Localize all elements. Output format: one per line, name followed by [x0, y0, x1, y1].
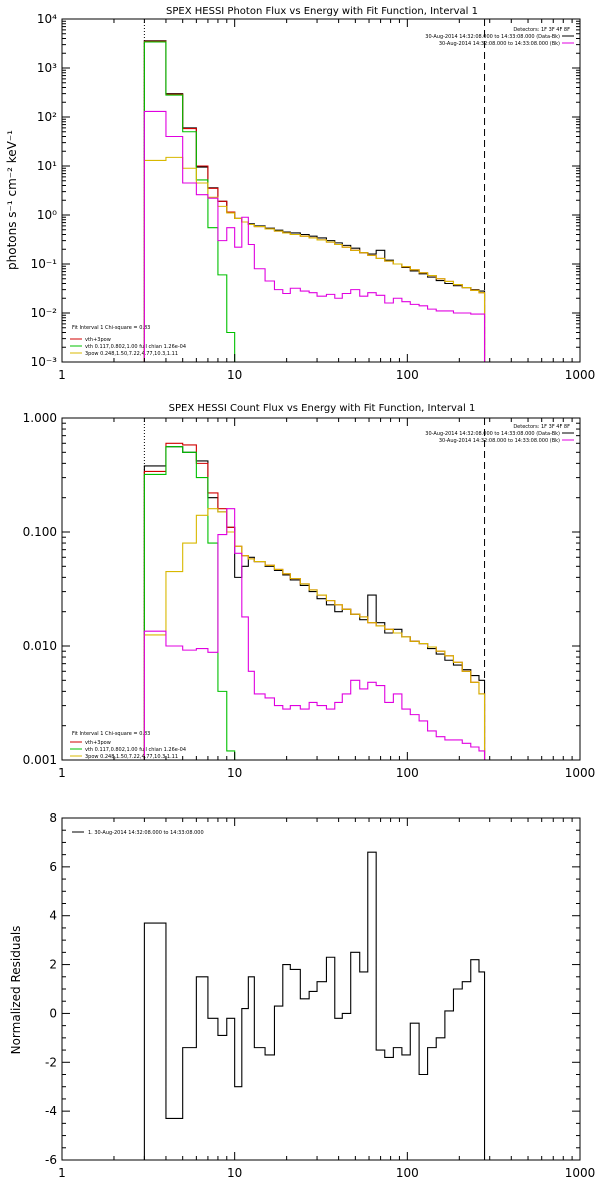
panel2-plot-area: [143, 418, 486, 760]
y-tick-label: -6: [45, 1153, 57, 1167]
y-tick-label: 10⁻²: [31, 306, 58, 320]
y-tick-label: 10¹: [37, 159, 57, 173]
x-tick-label: 10: [227, 368, 242, 382]
panel3-series: [143, 851, 486, 1160]
x-tick-label: 1000: [565, 1166, 596, 1180]
y-tick-label: 10⁻³: [31, 355, 58, 369]
panel1-legend-thermal: vth 0.117,0.802,1.00 full chian 1.26e-04: [85, 344, 186, 350]
y-tick-label: 10⁰: [37, 208, 57, 222]
panel2-legend-total: vth+3pow: [85, 740, 111, 746]
y-tick-label: 1.000: [23, 411, 57, 425]
panel3-plot-area: [143, 851, 486, 1160]
y-tick-label: -2: [45, 1055, 57, 1069]
panel2-series: [143, 418, 486, 760]
y-tick-label: 6: [49, 860, 57, 874]
panel2-header-2: 30-Aug-2014 14:32:08.000 to 14:33:08.000…: [439, 438, 560, 444]
y-tick-label: -4: [45, 1104, 57, 1118]
x-tick-label: 1000: [565, 368, 596, 382]
panel2-axes: 1 10 100 1000 0.001 0.010 0.100 1.000: [23, 411, 596, 780]
x-tick-label: 10: [227, 1166, 242, 1180]
panel1-ylabel: photons s⁻¹ cm⁻² keV⁻¹: [5, 130, 19, 270]
panel1-plot-area: [143, 19, 486, 362]
y-tick-label: 10³: [37, 61, 57, 75]
plot-frame: [61, 817, 581, 1161]
y-tick-label: 0.100: [23, 525, 57, 539]
panel1-header-0: Detectors: 1F 3F 4F 8F: [513, 27, 570, 33]
panel1-series: [143, 19, 486, 362]
x-tick-label: 1: [58, 368, 66, 382]
panel2-legend-title: Fit Interval 1 Chi-square = 0.83: [72, 731, 150, 737]
panel2-legend-powerlaw: 3pow 0.248,1.50,7.22,4.77,10.3,1.11: [85, 754, 178, 760]
count-flux-panel: SPEX HESSI Count Flux vs Energy with Fit…: [23, 403, 596, 780]
x-tick-label: 1: [58, 766, 66, 780]
panel3-axes: 1 10 100 1000 -6 -4 -2 0 2 4 6 8: [45, 811, 595, 1180]
panel1-header-2: 30-Aug-2014 14:32:08.000 to 14:33:08.000…: [439, 41, 560, 47]
y-tick-label: 10⁴: [37, 12, 57, 26]
panel1-axes: 1 10 100 1000 10⁻³ 10⁻² 10⁻¹ 10⁰ 10¹ 10² 10³ 10⁴: [31, 12, 596, 382]
series-power-law: [143, 156, 486, 362]
series-data: [143, 40, 486, 362]
photon-flux-panel: SPEX HESSI Photon Flux vs Energy with Fi…: [5, 6, 595, 382]
x-tick-label: 1: [58, 1166, 66, 1180]
x-tick-label: 100: [396, 368, 419, 382]
plot-frame: [61, 417, 581, 761]
panel2-header-0: Detectors: 1F 3F 4F 8F: [513, 424, 570, 430]
panel1-header-1: 30-Aug-2014 14:32:08.000 to 14:33:08.000…: [425, 34, 560, 40]
x-tick-label: 100: [396, 1166, 419, 1180]
y-tick-label: 10⁻¹: [31, 257, 58, 271]
series-background: [143, 508, 486, 760]
panel1-title: SPEX HESSI Photon Flux vs Energy with Fi…: [166, 6, 478, 17]
panel1-legend-powerlaw: 3pow 0.248,1.50,7.22,4.77,10.3,1.11: [85, 351, 178, 357]
series-residuals: [143, 851, 486, 1160]
panel1-legend-title: Fit Interval 1 Chi-square = 0.83: [72, 325, 150, 331]
panel1-legend-total: vth+3pow: [85, 337, 111, 343]
panel2-legend-thermal: vth 0.117,0.802,1.00 full chian 1.26e-04: [85, 747, 186, 753]
y-tick-label: 8: [49, 811, 57, 825]
plot-frame: [61, 18, 581, 363]
panel3-legend: 1. 30-Aug-2014 14:32:08.000 to 14:33:08.…: [88, 830, 204, 836]
series-thermal: [143, 446, 236, 760]
x-tick-label: 1000: [565, 766, 596, 780]
y-tick-label: 0.001: [23, 753, 57, 767]
series-total-fit: [143, 40, 486, 362]
y-tick-label: 0.010: [23, 639, 57, 653]
series-thermal: [143, 41, 236, 362]
y-tick-label: 2: [49, 958, 57, 972]
series-data: [143, 446, 486, 760]
x-tick-label: 100: [396, 766, 419, 780]
y-tick-label: 4: [49, 909, 57, 923]
series-background: [143, 110, 486, 362]
y-tick-label: 0: [49, 1006, 57, 1020]
panel2-header-1: 30-Aug-2014 14:32:08.000 to 14:33:08.000…: [425, 431, 560, 437]
series-power-law: [143, 508, 486, 760]
panel3-ylabel: Normalized Residuals: [9, 926, 23, 1055]
residuals-panel: Normalized Residuals 1. 30-Aug-2014 14:3…: [9, 811, 595, 1180]
series-total-fit: [143, 442, 486, 760]
x-tick-label: 10: [227, 766, 242, 780]
panel2-title: SPEX HESSI Count Flux vs Energy with Fit…: [169, 403, 476, 414]
y-tick-label: 10²: [37, 110, 57, 124]
